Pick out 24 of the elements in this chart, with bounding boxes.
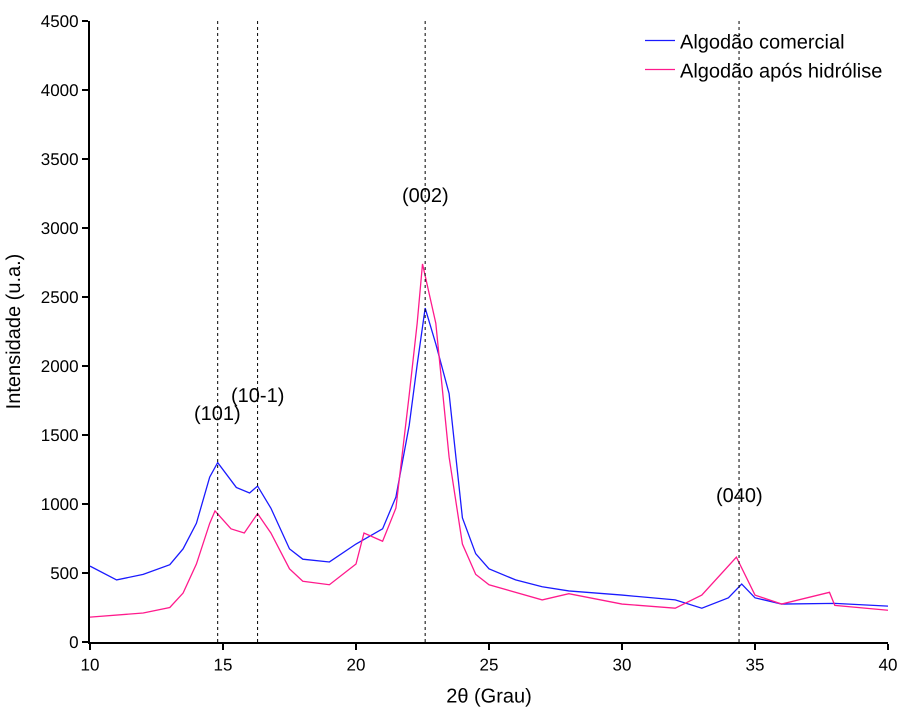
y-tick-label: 0	[69, 632, 79, 652]
annotation: (040)	[716, 485, 763, 507]
y-tick-label: 3000	[40, 218, 79, 238]
x-tick-label: 10	[80, 655, 100, 674]
x-tick-label: 25	[480, 655, 498, 674]
y-tick-label: 1000	[40, 494, 79, 514]
x-tick-label: 40	[878, 655, 898, 674]
annotation: (002)	[402, 185, 449, 207]
x-tick-label: 35	[746, 655, 764, 674]
y-tick-label: 4500	[40, 12, 79, 31]
y-axis-title: Intensidade (u.a.)	[2, 254, 25, 410]
y-tick-label: 1500	[40, 426, 79, 445]
legend-label: Algodão após hidrólise	[680, 60, 882, 82]
x-tick-label: 15	[214, 655, 232, 674]
y-tick-label: 2500	[40, 288, 79, 307]
legend-label: Algodão comercial	[680, 31, 845, 54]
y-tick-label: 4000	[40, 80, 79, 100]
y-tick-label: 500	[50, 564, 79, 583]
y-tick-label: 2000	[40, 356, 79, 376]
x-tick-label: 20	[346, 655, 366, 674]
x-tick-label: 30	[612, 655, 632, 674]
y-tick-label: 3500	[40, 150, 79, 169]
annotation: (10-1)	[231, 385, 284, 407]
x-axis-title: 2θ (Grau)	[446, 685, 532, 708]
